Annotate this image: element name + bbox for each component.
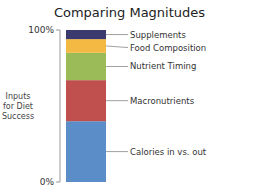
y-axis-label-line: Inputs	[6, 92, 31, 101]
segment-label: Nutrient Timing	[130, 61, 196, 71]
segment-label: Macronutrients	[130, 96, 195, 106]
segment-label: Food Composition	[130, 43, 206, 53]
y-tick-label: 0%	[40, 177, 55, 187]
bar-segment	[66, 30, 106, 39]
bar-segment	[66, 80, 106, 121]
y-tick	[56, 182, 60, 183]
bar-segment	[66, 53, 106, 80]
y-axis-label: Inputsfor DietSuccess	[2, 92, 34, 121]
segment-label: Calories in vs. out	[130, 147, 207, 157]
y-tick	[56, 30, 60, 31]
bars	[66, 30, 106, 182]
y-axis-line	[60, 30, 61, 182]
y-tick-label: 100%	[28, 25, 54, 35]
leader-line	[106, 100, 128, 101]
bar-segment	[66, 121, 106, 182]
bar-segment	[66, 39, 106, 53]
segment-label: Supplements	[130, 30, 186, 40]
leader-line	[106, 151, 128, 152]
title: Comparing Magnitudes	[54, 5, 205, 20]
chart: Comparing Magnitudes Inputsfor DietSucces…	[0, 0, 259, 194]
leader-line	[106, 46, 128, 48]
y-axis-label-line: for Diet	[3, 102, 33, 111]
leader-line	[106, 66, 128, 67]
y-axis-label-line: Success	[2, 112, 34, 121]
leader-line	[106, 34, 128, 35]
